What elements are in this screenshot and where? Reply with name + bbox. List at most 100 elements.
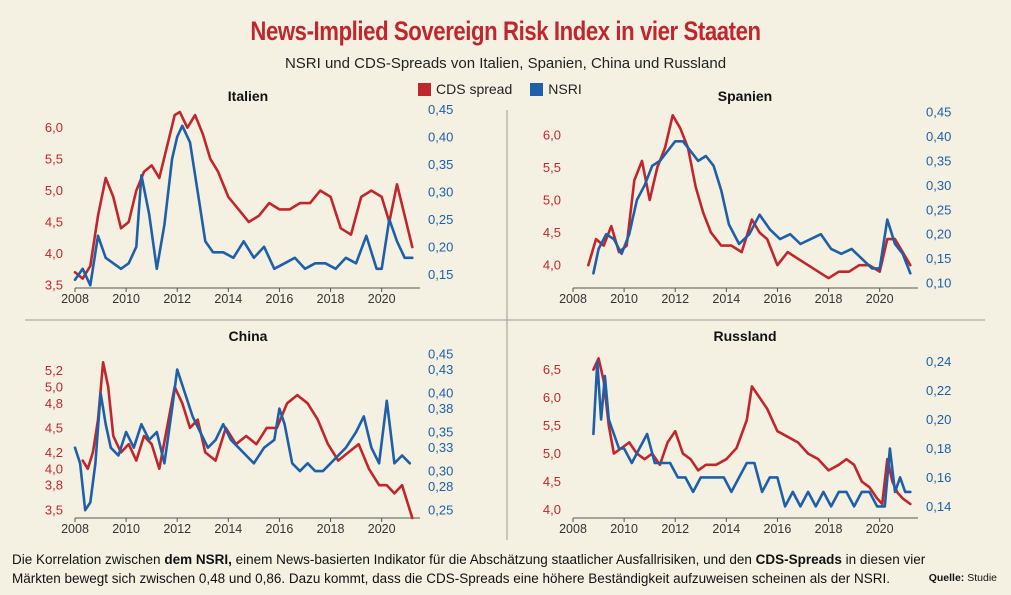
x-tick-label-china: 2012 bbox=[163, 522, 191, 536]
y-right-tick-label-china: 0,43 bbox=[428, 362, 453, 377]
page-title: News-Implied Sovereign Risk Index in vie… bbox=[250, 16, 761, 46]
x-tick-label-russland: 2012 bbox=[661, 522, 689, 536]
y-left-tick-label-china: 3,8 bbox=[45, 478, 63, 493]
legend-swatch-nsri bbox=[530, 82, 544, 96]
y-left-tick-label-italien: 6,0 bbox=[45, 120, 63, 135]
y-right-tick-label-italien: 0,45 bbox=[428, 102, 453, 117]
x-tick-label-china: 2018 bbox=[317, 522, 345, 536]
x-tick-label-russland: 2008 bbox=[559, 522, 587, 536]
y-right-tick-label-spanien: 0,45 bbox=[926, 105, 951, 120]
y-left-tick-label-spanien: 6,0 bbox=[543, 127, 561, 142]
y-right-tick-label-italien: 0,15 bbox=[428, 267, 453, 282]
series-line-nsri-china bbox=[73, 368, 412, 512]
x-tick-label-italien: 2018 bbox=[317, 292, 345, 306]
y-right-tick-label-china: 0,35 bbox=[428, 425, 453, 440]
y-right-tick-label-spanien: 0,15 bbox=[926, 251, 951, 266]
y-left-tick-label-russland: 6,5 bbox=[543, 362, 561, 377]
caption-text-1: Die Korrelation zwischen bbox=[12, 552, 165, 567]
caption-text-2: einem News-basierten Indikator für die A… bbox=[231, 552, 756, 567]
series-line-cds-italien bbox=[73, 110, 414, 280]
y-left-tick-label-italien: 4,5 bbox=[45, 215, 63, 230]
x-tick-label-china: 2014 bbox=[214, 522, 242, 536]
y-left-tick-label-russland: 4,0 bbox=[543, 502, 561, 517]
x-tick-label-italien: 2014 bbox=[214, 292, 242, 306]
x-tick-label-italien: 2008 bbox=[61, 292, 89, 306]
x-tick-label-china: 2020 bbox=[368, 522, 396, 536]
y-left-tick-label-china: 5,2 bbox=[45, 363, 63, 378]
x-tick-label-italien: 2020 bbox=[368, 292, 396, 306]
caption: Die Korrelation zwischen dem NSRI, einem… bbox=[12, 550, 942, 588]
y-left-tick-label-russland: 5,0 bbox=[543, 446, 561, 461]
y-right-tick-label-spanien: 0,35 bbox=[926, 153, 951, 168]
x-tick-label-russland: 2016 bbox=[764, 522, 792, 536]
x-tick-label-spanien: 2010 bbox=[610, 292, 638, 306]
y-left-tick-label-spanien: 5,5 bbox=[543, 160, 561, 175]
y-right-tick-label-spanien: 0,30 bbox=[926, 178, 951, 193]
x-tick-label-china: 2008 bbox=[61, 522, 89, 536]
y-right-tick-label-russland: 0,16 bbox=[926, 470, 951, 485]
y-left-tick-label-china: 5,0 bbox=[45, 379, 63, 394]
page-subtitle: NSRI und CDS-Spreads von Italien, Spanie… bbox=[284, 55, 727, 72]
y-right-tick-label-italien: 0,25 bbox=[428, 212, 453, 227]
y-right-tick-label-china: 0,38 bbox=[428, 401, 453, 416]
panel-title-spanien: Spanien bbox=[718, 88, 772, 104]
y-left-tick-label-spanien: 4,5 bbox=[543, 225, 561, 240]
y-right-tick-label-china: 0,30 bbox=[428, 464, 453, 479]
x-tick-label-spanien: 2018 bbox=[815, 292, 843, 306]
panel-title-italien: Italien bbox=[228, 88, 268, 104]
y-left-tick-label-italien: 5,0 bbox=[45, 183, 63, 198]
y-right-tick-label-spanien: 0,40 bbox=[926, 129, 951, 144]
y-right-tick-label-china: 0,25 bbox=[428, 503, 453, 518]
panel-title-russland: Russland bbox=[713, 328, 776, 344]
series-line-cds-spanien bbox=[587, 114, 912, 280]
y-right-tick-label-spanien: 0,20 bbox=[926, 227, 951, 242]
y-right-tick-label-italien: 0,35 bbox=[428, 157, 453, 172]
y-left-tick-label-china: 4,0 bbox=[45, 461, 63, 476]
source-label: Quelle: bbox=[928, 572, 965, 584]
y-left-tick-label-russland: 4,5 bbox=[543, 474, 561, 489]
x-tick-label-italien: 2016 bbox=[266, 292, 294, 306]
y-right-tick-label-china: 0,40 bbox=[428, 385, 453, 400]
y-left-tick-label-italien: 4,0 bbox=[45, 246, 63, 261]
series-line-nsri-spanien bbox=[592, 140, 912, 275]
y-left-tick-label-italien: 5,5 bbox=[45, 152, 63, 167]
series-line-nsri-russland bbox=[592, 360, 912, 508]
caption-bold-1: dem NSRI, bbox=[164, 552, 232, 567]
caption-text-3: in diesen vier Märkten bewegt sich zwisc… bbox=[12, 552, 926, 586]
y-left-tick-label-russland: 6,0 bbox=[543, 390, 561, 405]
legend-item-nsri: NSRI bbox=[530, 81, 582, 97]
y-left-tick-label-russland: 5,5 bbox=[543, 418, 561, 433]
x-tick-label-russland: 2010 bbox=[610, 522, 638, 536]
x-tick-label-russland: 2018 bbox=[815, 522, 843, 536]
panel-title-china: China bbox=[229, 328, 268, 344]
series-line-cds-china bbox=[81, 361, 414, 520]
legend-label-cds: CDS spread bbox=[436, 81, 513, 97]
x-tick-label-spanien: 2012 bbox=[661, 292, 689, 306]
y-left-tick-label-china: 4,8 bbox=[45, 396, 63, 411]
y-right-tick-label-italien: 0,30 bbox=[428, 184, 453, 199]
x-tick-label-spanien: 2008 bbox=[559, 292, 587, 306]
legend-item-cds: CDS spread bbox=[418, 81, 512, 97]
y-right-tick-label-russland: 0,24 bbox=[926, 354, 951, 369]
y-right-tick-label-russland: 0,20 bbox=[926, 412, 951, 427]
y-right-tick-label-china: 0,45 bbox=[428, 346, 453, 361]
y-right-tick-label-russland: 0,22 bbox=[926, 383, 951, 398]
x-tick-label-russland: 2014 bbox=[712, 522, 740, 536]
y-left-tick-label-spanien: 4,0 bbox=[543, 258, 561, 273]
y-left-tick-label-china: 3,5 bbox=[45, 502, 63, 517]
x-tick-label-italien: 2012 bbox=[163, 292, 191, 306]
source-value: Studie bbox=[967, 572, 997, 584]
y-left-tick-label-china: 4,2 bbox=[45, 445, 63, 460]
y-right-tick-label-italien: 0,20 bbox=[428, 239, 453, 254]
x-tick-label-spanien: 2014 bbox=[712, 292, 740, 306]
y-right-tick-label-spanien: 0,25 bbox=[926, 202, 951, 217]
legend-swatch-cds bbox=[418, 82, 431, 96]
charts-canvas: Italien 2008 2010 2012 2014 2016 2018 2020 3,5 4,… bbox=[25, 88, 985, 540]
series-line-nsri-italien bbox=[73, 124, 414, 287]
series-line-cds-russland bbox=[592, 357, 912, 506]
y-left-tick-label-china: 4,5 bbox=[45, 420, 63, 435]
x-tick-label-spanien: 2016 bbox=[764, 292, 792, 306]
legend: CDS spread NSRI bbox=[418, 81, 600, 97]
y-right-tick-label-russland: 0,14 bbox=[926, 499, 951, 514]
legend-label-nsri: NSRI bbox=[548, 81, 582, 97]
